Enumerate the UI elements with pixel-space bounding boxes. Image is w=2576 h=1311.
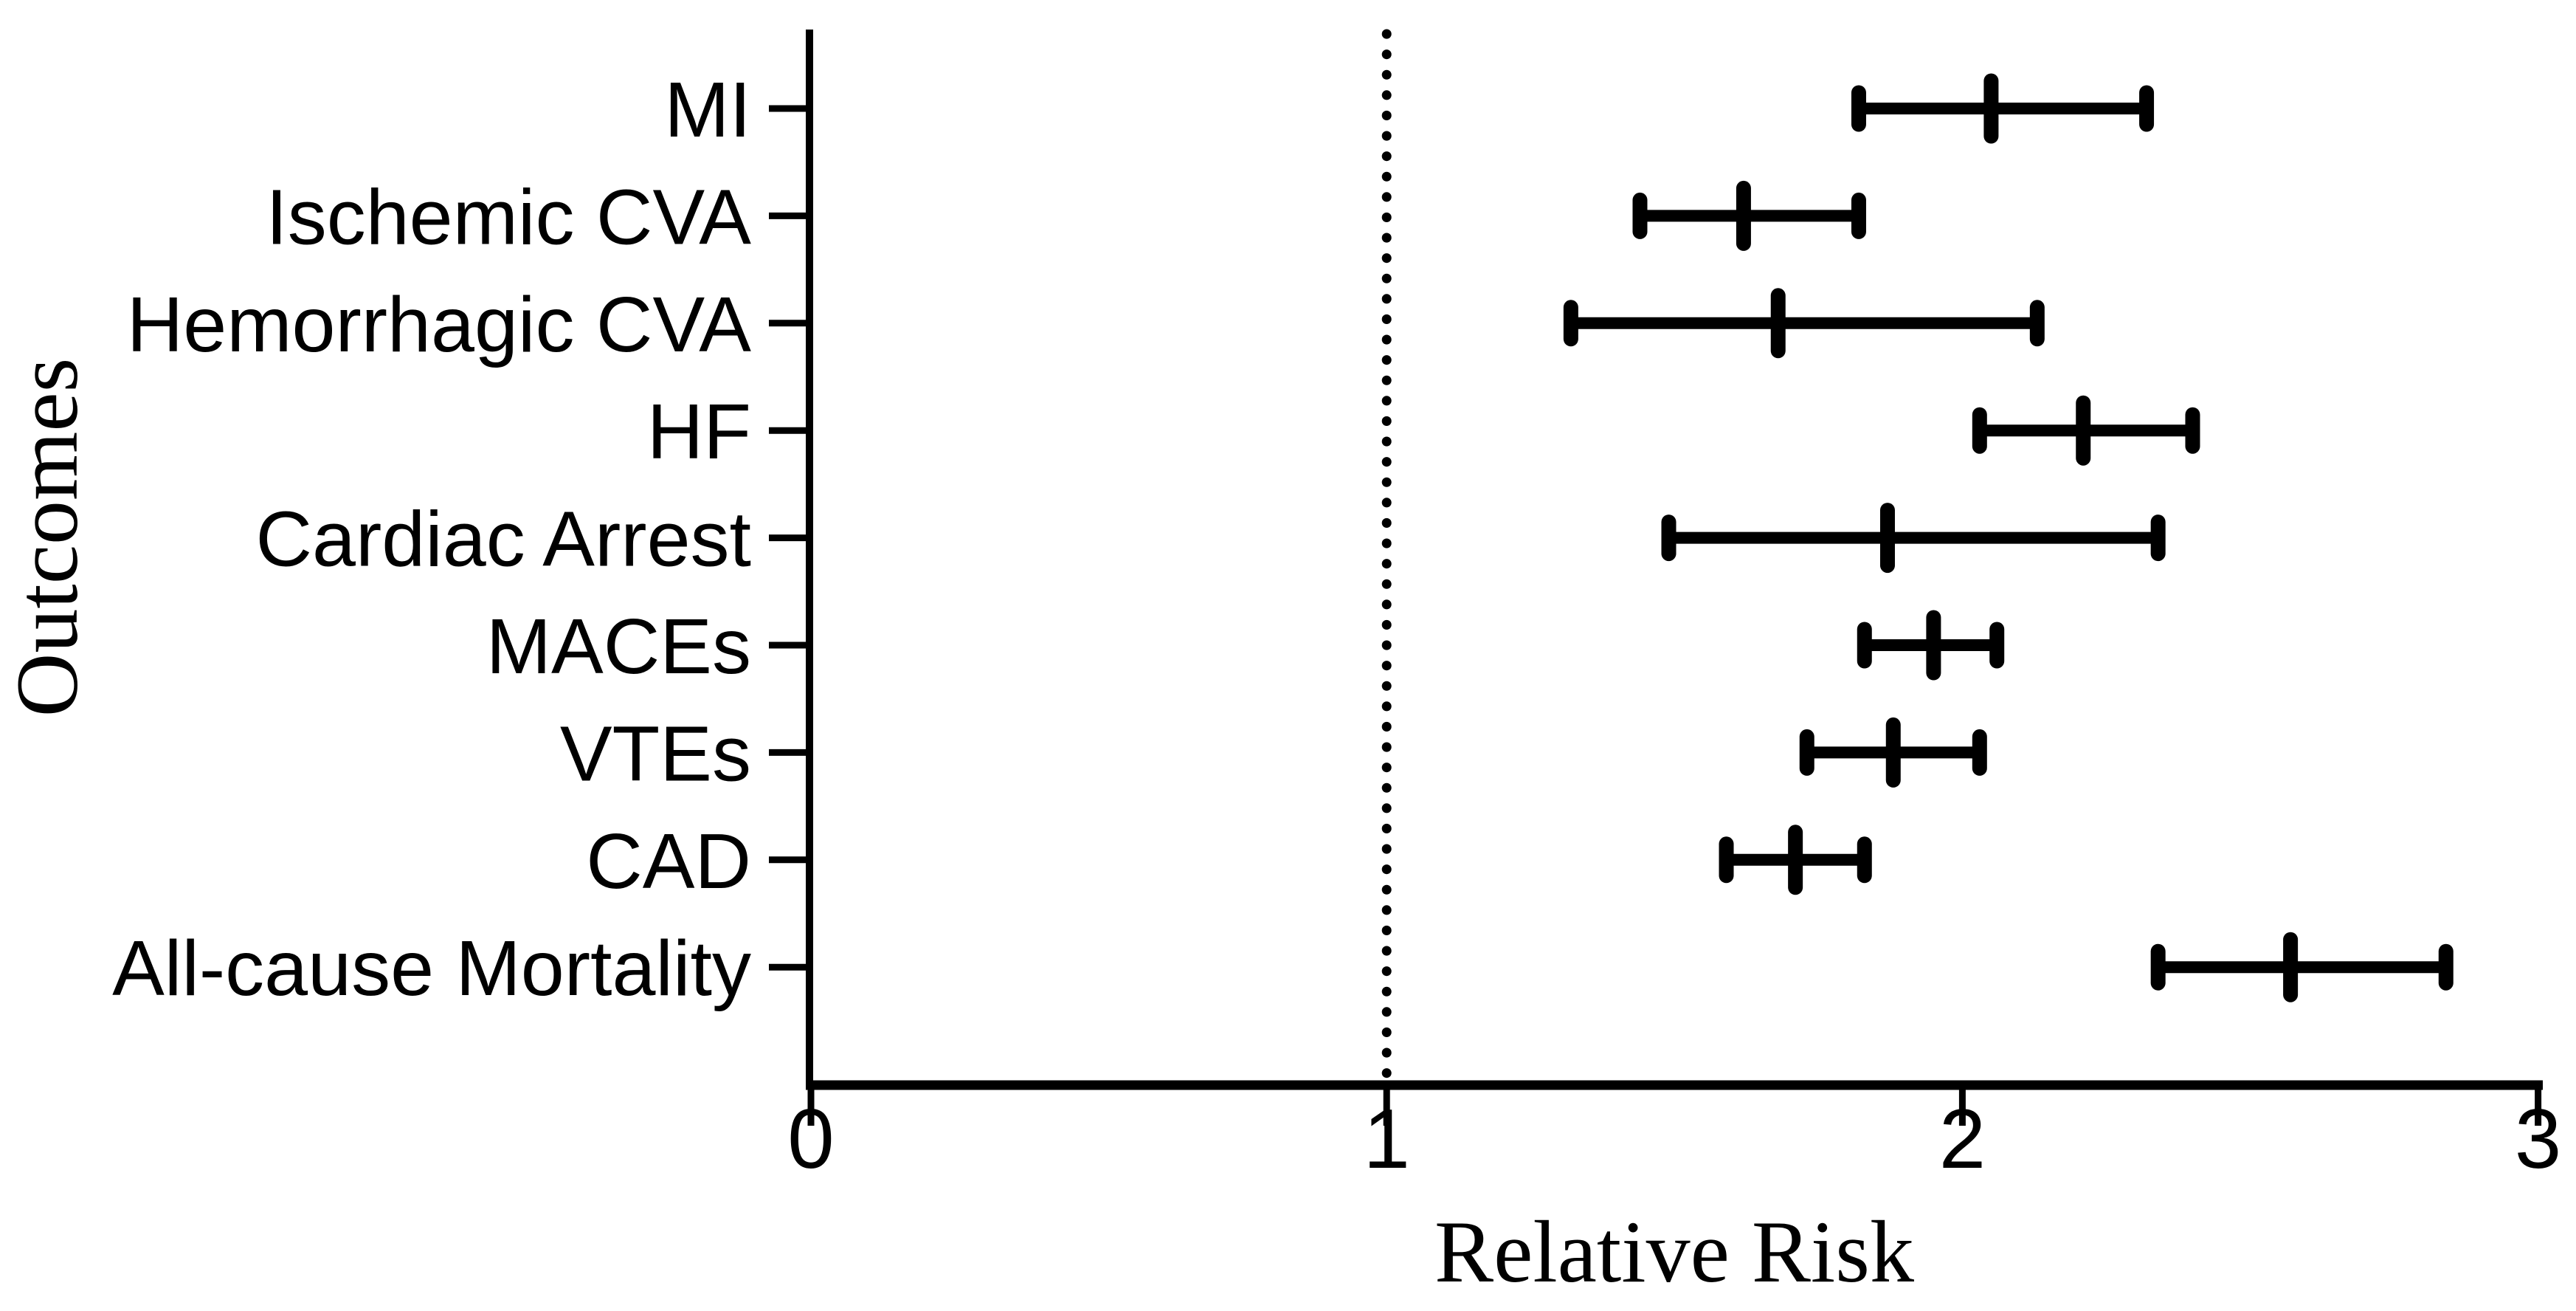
error-bar-row	[1632, 180, 1866, 251]
x-tick-label: 3	[2515, 1092, 2561, 1186]
error-bar-row	[1799, 717, 1987, 788]
x-tick-label: 0	[787, 1092, 834, 1186]
category-label: Hemorrhagic CVA	[127, 281, 752, 368]
category-label: VTEs	[560, 710, 751, 797]
category-label: MI	[664, 66, 751, 154]
error-bar-row	[1719, 825, 1872, 895]
category-label: MACEs	[486, 603, 751, 690]
x-tick-label: 2	[1939, 1092, 1986, 1186]
x-tick-label: 1	[1363, 1092, 1409, 1186]
error-bars-layer	[1563, 73, 2454, 1002]
error-bar-row	[1857, 610, 2005, 681]
error-bar-row	[1972, 395, 2200, 466]
category-label: HF	[647, 388, 751, 475]
category-label: All-cause Mortality	[112, 925, 751, 1012]
axes-layer: 0 1 2 3 MI Ischemic CVA Hemorrhagic CVA HF Cardi…	[112, 30, 2561, 1186]
x-axis-title: Relative Risk	[1434, 1202, 1914, 1301]
error-bar-row	[1661, 503, 2166, 574]
category-label: Ischemic CVA	[266, 173, 751, 261]
y-axis-title: Outcomes	[0, 358, 96, 718]
category-label: CAD	[586, 818, 751, 905]
error-bar-row	[1563, 288, 2045, 359]
error-bar-row	[2150, 932, 2454, 1002]
category-label: Cardiac Arrest	[255, 496, 751, 583]
error-bar-row	[1851, 73, 2155, 144]
